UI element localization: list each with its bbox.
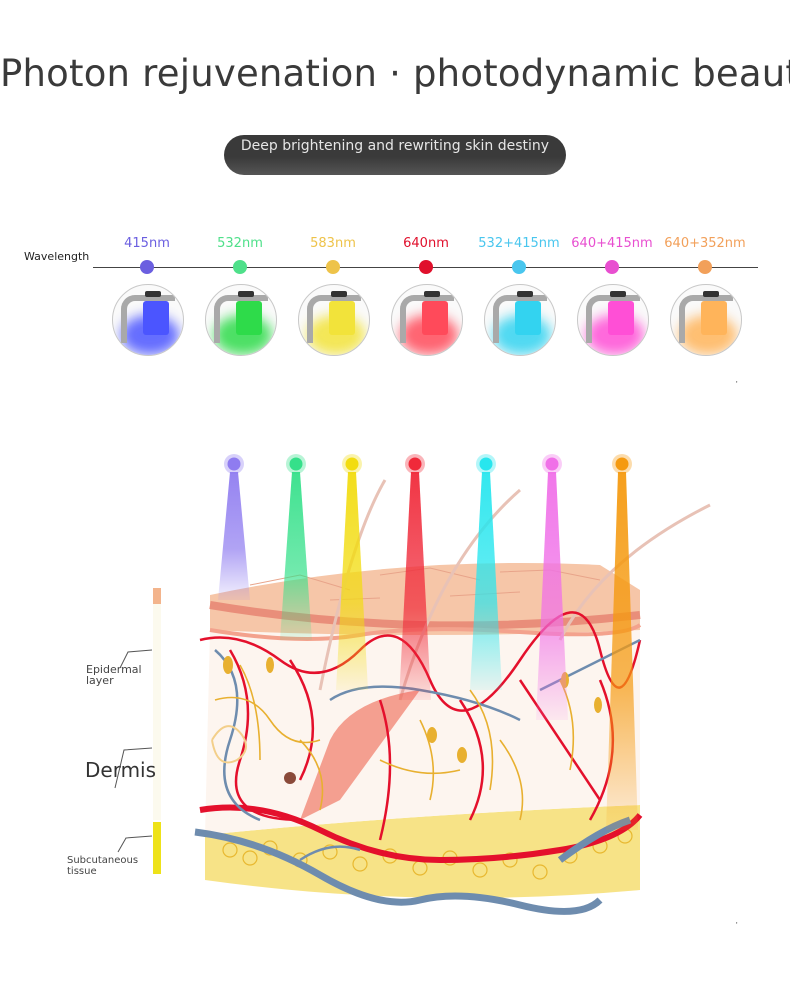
wavelength-item: 640+352nm <box>655 236 755 274</box>
dermis-label: Dermis <box>85 758 157 782</box>
wavelength-item: 640nm <box>376 236 476 274</box>
light-beam <box>399 472 431 700</box>
device-frame <box>493 295 547 343</box>
light-panel <box>701 301 727 335</box>
device-screen <box>145 291 161 297</box>
device-frame <box>121 295 175 343</box>
beam-source <box>615 457 629 471</box>
beam-source <box>545 457 559 471</box>
hair-strands <box>318 479 711 701</box>
wavelength-item: 415nm <box>97 236 197 274</box>
light-panel <box>236 301 262 335</box>
veins <box>214 638 641 862</box>
nerves <box>214 664 575 821</box>
hair-follicle <box>300 690 420 820</box>
wavelength-value: 640+415nm <box>571 236 653 251</box>
beam-source-halo <box>342 454 362 474</box>
light-beam <box>470 472 502 690</box>
light-panel <box>515 301 541 335</box>
arteries <box>199 611 642 841</box>
beam-source-halo <box>405 454 425 474</box>
wavelength-item: 640+415nm <box>562 236 662 274</box>
subcutaneous-bar <box>153 822 161 874</box>
beam-source-halo <box>286 454 306 474</box>
light-beam <box>336 472 368 690</box>
led-mask-device <box>577 284 649 356</box>
device-frame <box>679 295 733 343</box>
beam-source-halo <box>476 454 496 474</box>
page-title: Photon rejuvenation · photodynamic beaut… <box>0 52 790 95</box>
corner-mark: ' <box>736 380 738 389</box>
wavelength-value: 583nm <box>310 236 356 251</box>
subcutaneous-label: Subcutaneous tissue <box>67 855 139 877</box>
wavelength-value: 532+415nm <box>478 236 560 251</box>
device-screen <box>517 291 533 297</box>
wavelength-value: 640+352nm <box>664 236 746 251</box>
wavelength-value: 415nm <box>124 236 170 251</box>
light-beam <box>606 472 638 830</box>
light-beams <box>218 454 638 830</box>
wavelength-item: 532nm <box>190 236 290 274</box>
wavelength-item: 583nm <box>283 236 383 274</box>
light-beam <box>536 472 568 720</box>
wavelength-item: 532+415nm <box>469 236 569 274</box>
wavelength-dot <box>698 260 712 274</box>
wavelength-dot <box>512 260 526 274</box>
beam-source-halo <box>612 454 632 474</box>
beam-source <box>408 457 422 471</box>
epidermis-layer <box>209 563 642 641</box>
wavelength-value: 640nm <box>403 236 449 251</box>
device-frame <box>400 295 454 343</box>
light-panel <box>608 301 634 335</box>
dermis-bar <box>153 604 161 820</box>
wavelength-dot <box>233 260 247 274</box>
fat-tissue <box>205 805 640 898</box>
epidermal-label: Epidermal layer <box>86 663 142 687</box>
major-vein <box>194 816 632 915</box>
vessel-node <box>284 772 296 784</box>
corner-mark: ' <box>736 921 738 930</box>
led-mask-device <box>298 284 370 356</box>
sweat-gland <box>211 725 247 764</box>
subtitle-badge: Deep brightening and rewriting skin dest… <box>224 135 566 175</box>
beam-source-halo <box>224 454 244 474</box>
wavelength-dot <box>326 260 340 274</box>
device-screen <box>331 291 347 297</box>
light-panel <box>329 301 355 335</box>
device-frame <box>214 295 268 343</box>
wavelength-dot <box>419 260 433 274</box>
nerve-endings <box>223 656 602 763</box>
beam-source-halo <box>542 454 562 474</box>
wavelength-dot <box>605 260 619 274</box>
beam-source <box>479 457 493 471</box>
beam-source <box>289 457 303 471</box>
epidermal-bar <box>153 588 161 604</box>
led-mask-device <box>670 284 742 356</box>
dermis-layer <box>205 605 640 835</box>
device-frame <box>307 295 361 343</box>
light-beam <box>218 472 250 600</box>
wavelength-dot <box>140 260 154 274</box>
device-screen <box>238 291 254 297</box>
led-mask-device <box>112 284 184 356</box>
beam-source <box>227 457 241 471</box>
wavelength-value: 532nm <box>217 236 263 251</box>
wavelength-label: Wavelength <box>24 250 90 263</box>
led-mask-device <box>391 284 463 356</box>
major-artery <box>199 804 643 864</box>
light-beam <box>280 472 312 640</box>
device-screen <box>703 291 719 297</box>
led-mask-device <box>484 284 556 356</box>
device-frame <box>586 295 640 343</box>
device-screen <box>610 291 626 297</box>
led-mask-device <box>205 284 277 356</box>
light-panel <box>143 301 169 335</box>
beam-source <box>345 457 359 471</box>
light-panel <box>422 301 448 335</box>
device-screen <box>424 291 440 297</box>
